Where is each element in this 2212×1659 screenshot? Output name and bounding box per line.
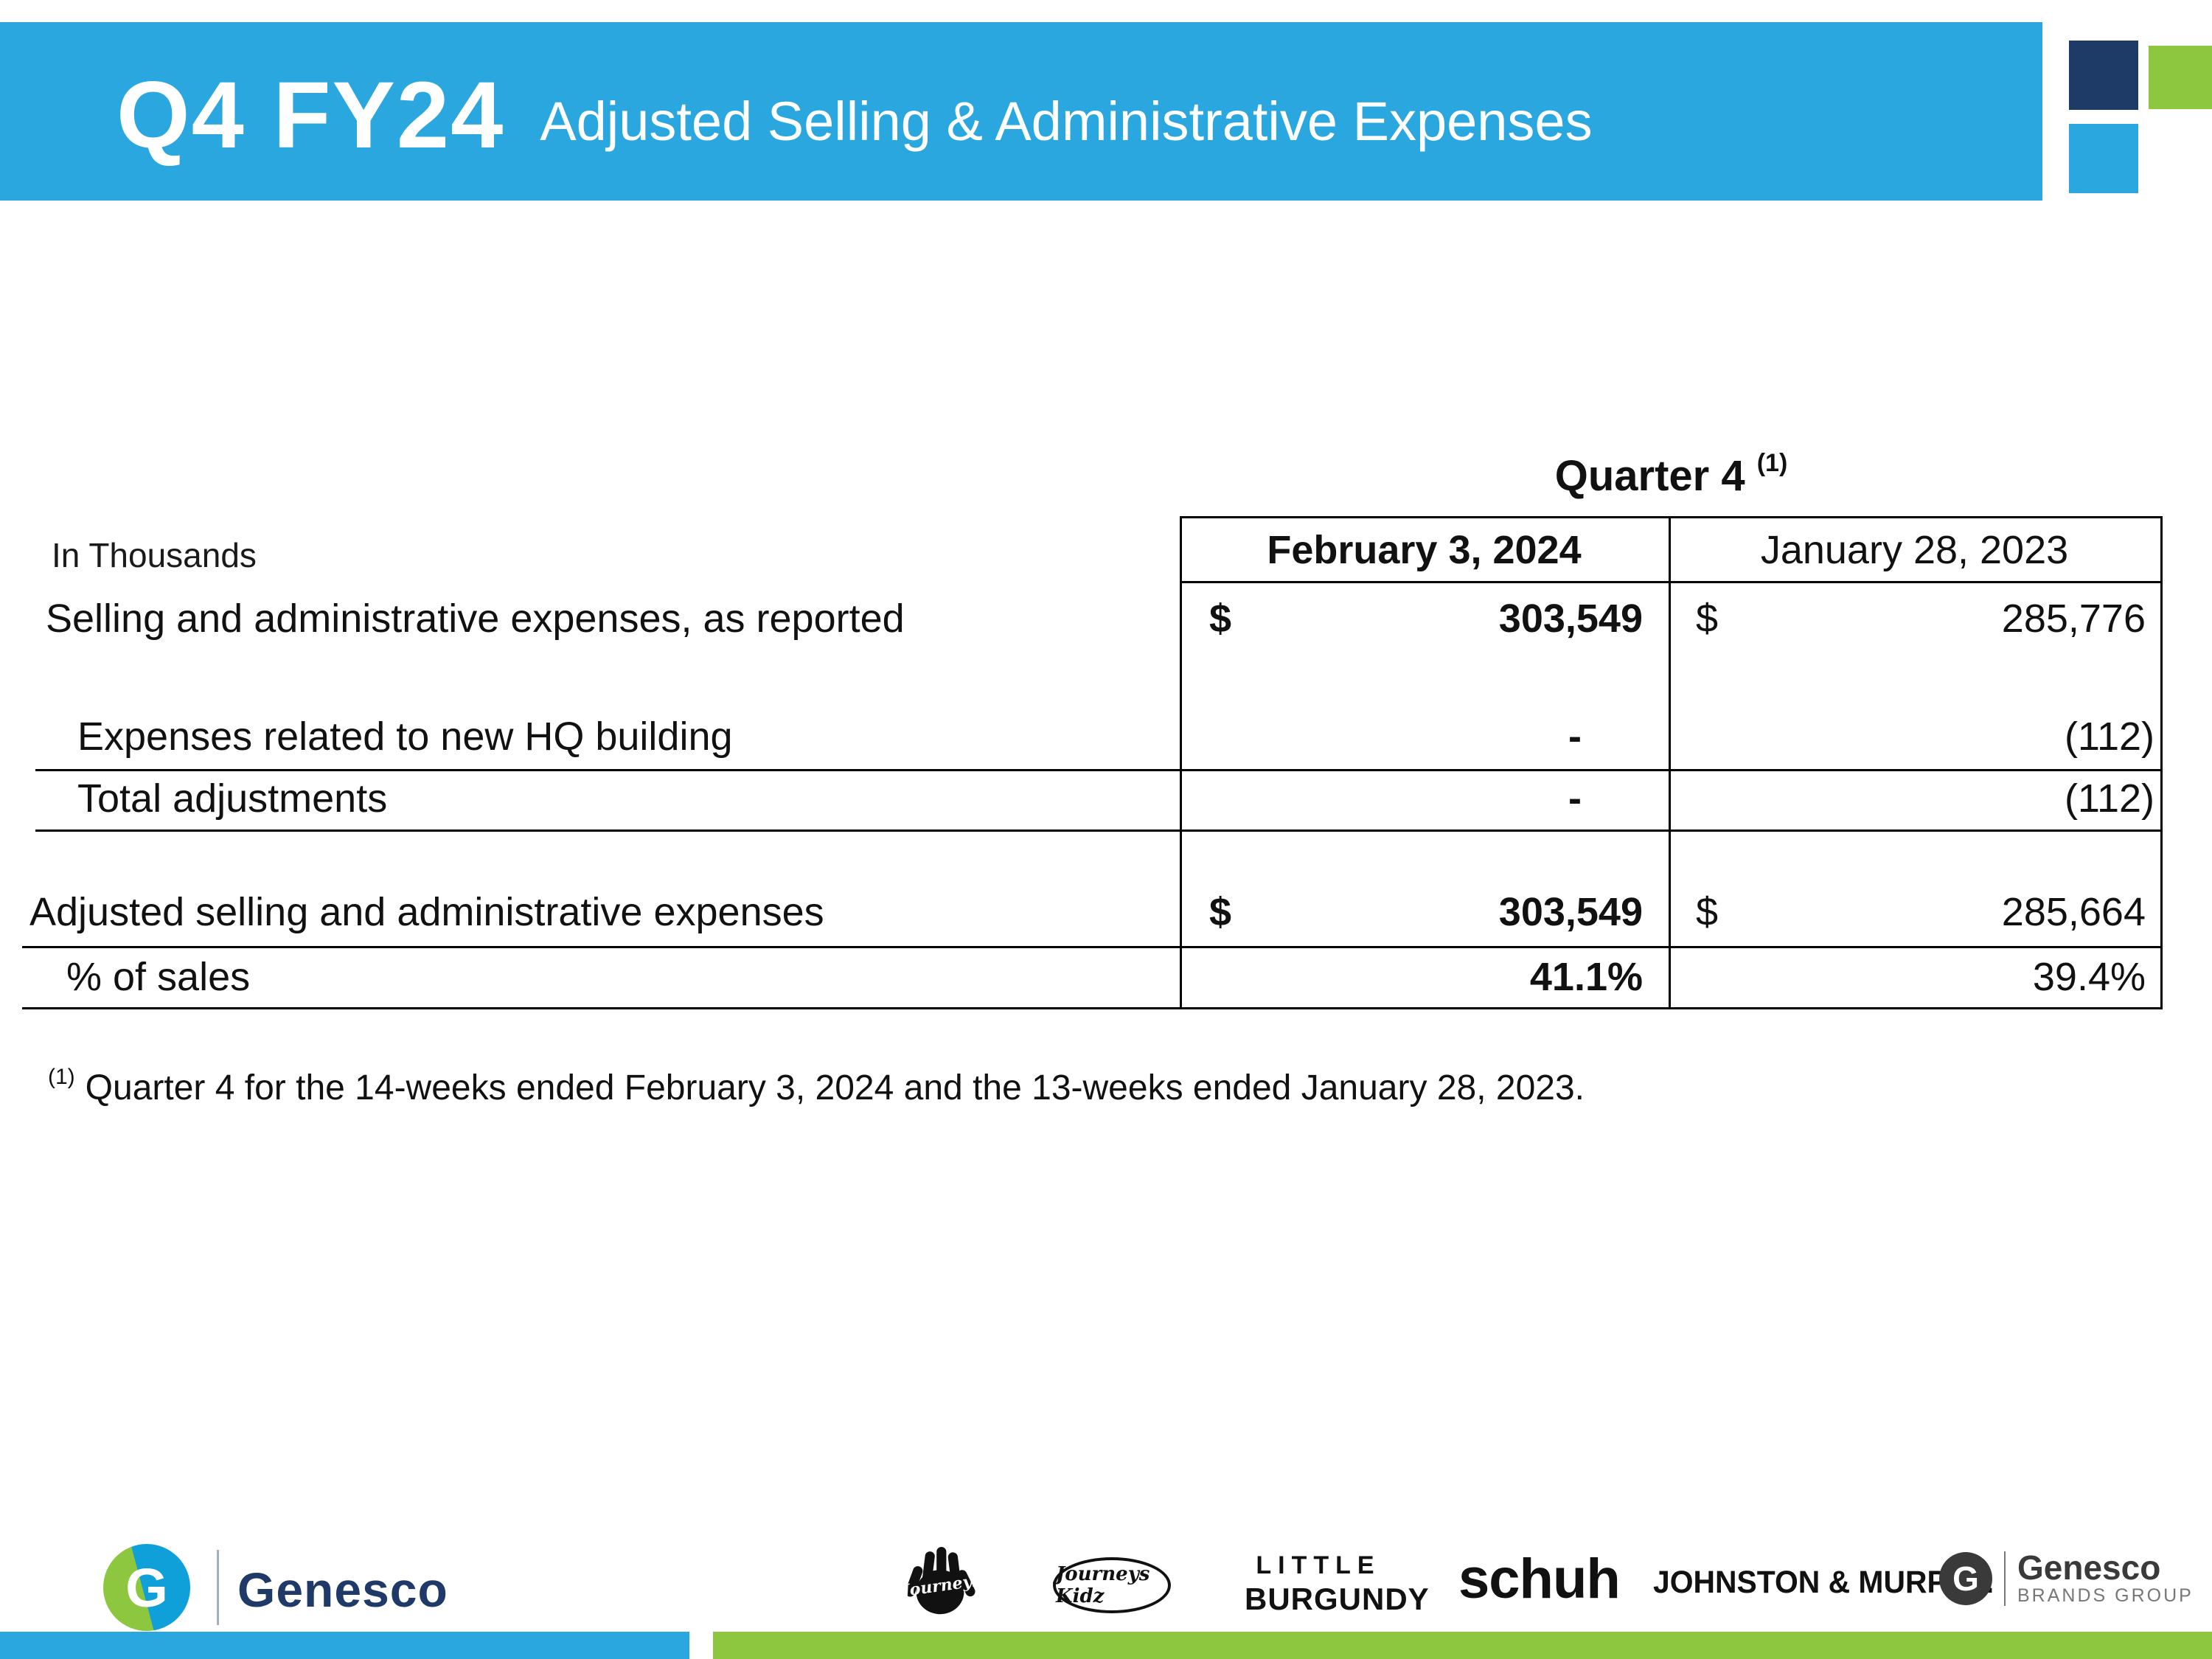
- cell-value: 303,549: [1498, 890, 1643, 934]
- cell-pct-sales-current: 41.1%: [1529, 955, 1643, 999]
- cell-hq-prior: (112): [2064, 714, 2154, 759]
- row-label-hq: Expenses related to new HQ building: [77, 714, 733, 759]
- page-title: Q4 FY24: [116, 62, 505, 168]
- decor-green-square: [2149, 46, 2212, 109]
- brands-group-g-icon: G: [1939, 1551, 1992, 1605]
- column-header-prior: January 28, 2023: [1760, 528, 2069, 572]
- cell-value: 303,549: [1498, 597, 1643, 641]
- cell-total-adjustments-prior: (112): [2064, 776, 2154, 821]
- genesco-wordmark: Genesco: [237, 1562, 448, 1617]
- table-border-left: [1180, 516, 1182, 1009]
- decor-navy-square: [2069, 41, 2138, 110]
- group-header-footnote-marker: (1): [1756, 448, 1788, 477]
- table-border-right: [2160, 516, 2163, 1009]
- brands-group-name: Genesco: [2017, 1548, 2161, 1587]
- cell-value: 285,664: [2001, 890, 2146, 934]
- genesco-logo-letter: G: [125, 1557, 168, 1618]
- journeys-logo: Journeys: [896, 1534, 984, 1622]
- cell-pct-sales-prior: 39.4%: [2032, 955, 2146, 999]
- table-border-bottom: [22, 1007, 2163, 1009]
- genesco-brands-group-logo: G Genesco BRANDS GROUP: [1939, 1550, 2194, 1607]
- table-border-header-bottom: [1180, 581, 2163, 583]
- row-label-adjusted: Adjusted selling and administrative expe…: [29, 890, 824, 934]
- bottom-bar-blue: [0, 1632, 689, 1659]
- currency-symbol: $: [1209, 890, 1232, 934]
- little-burgundy-line2: BURGUNDY: [1245, 1582, 1430, 1616]
- table-rule-under-total-adjustments: [35, 830, 2163, 832]
- currency-symbol: $: [1209, 597, 1232, 641]
- table-border-top: [1180, 516, 2163, 518]
- genesco-logo-icon: G: [103, 1544, 190, 1631]
- footnote-text: Quarter 4 for the 14-weeks ended Februar…: [85, 1068, 1585, 1107]
- column-header-current: February 3, 2024: [1267, 528, 1582, 572]
- bottom-bar-green: [713, 1632, 2212, 1659]
- cell-reported-current: $ 303,549: [1209, 596, 1643, 641]
- currency-symbol: $: [1696, 890, 1719, 934]
- page-subtitle: Adjusted Selling & Administrative Expens…: [540, 90, 1593, 152]
- logo-divider: [217, 1550, 219, 1625]
- table-rule-above-pct-sales: [22, 946, 2163, 948]
- little-burgundy-line1: LITTLE: [1256, 1551, 1381, 1579]
- cell-reported-prior: $ 285,776: [1696, 596, 2146, 641]
- johnston-murphy-logo: JOHNSTON & MURPHY.: [1653, 1565, 1994, 1600]
- schuh-logo: schuh: [1458, 1548, 1621, 1610]
- brands-group-subtitle: BRANDS GROUP: [2017, 1585, 2194, 1607]
- cell-value: 285,776: [2001, 597, 2146, 641]
- row-label-reported: Selling and administrative expenses, as …: [46, 597, 905, 641]
- cell-adjusted-prior: $ 285,664: [1696, 889, 2146, 935]
- group-header-text: Quarter 4: [1554, 452, 1745, 500]
- hand-icon: [905, 1547, 975, 1615]
- cell-hq-current: -: [1568, 714, 1582, 759]
- little-burgundy-logo: LITTLE BURGUNDY: [1245, 1551, 1430, 1617]
- header-bar: Q4 FY24 Adjusted Selling & Administrativ…: [0, 22, 2042, 201]
- units-label: In Thousands: [52, 536, 257, 574]
- cell-total-adjustments-current: -: [1568, 776, 1582, 821]
- row-label-total-adjustments: Total adjustments: [77, 776, 388, 821]
- decor-blue-square: [2069, 124, 2138, 193]
- brands-group-divider: [2004, 1551, 2006, 1606]
- row-label-pct-sales: % of sales: [66, 955, 251, 999]
- footnote: (1) Quarter 4 for the 14-weeks ended Febr…: [48, 1065, 1585, 1108]
- table-group-header: Quarter 4 (1): [1180, 448, 2163, 500]
- journeys-kidz-logo: Journeys Kidz: [1053, 1557, 1171, 1613]
- table-rule-under-hq-row: [35, 769, 2163, 771]
- cell-adjusted-current: $ 303,549: [1209, 889, 1643, 935]
- table-column-divider: [1669, 516, 1671, 1009]
- currency-symbol: $: [1696, 597, 1719, 641]
- brands-group-g-letter: G: [1952, 1559, 1979, 1598]
- footnote-marker: (1): [48, 1065, 75, 1089]
